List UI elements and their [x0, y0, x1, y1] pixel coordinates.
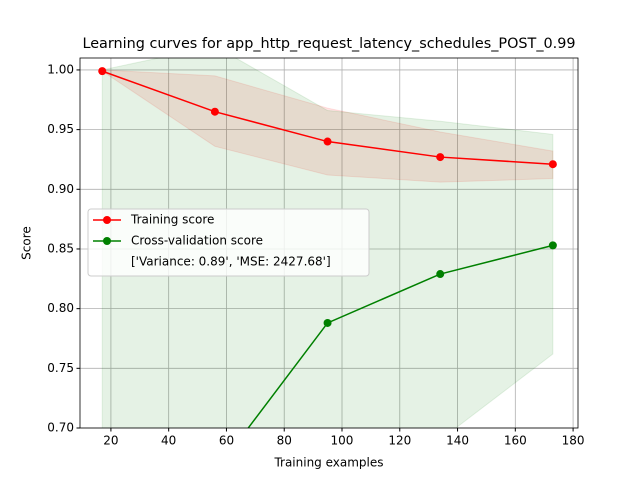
legend-label: Training score [130, 213, 214, 227]
data-point [436, 153, 445, 162]
data-point [323, 137, 332, 146]
y-tick-label: 0.95 [47, 122, 74, 136]
axes: 20 40 60 80 100 120 140 160 180 0.70 0.75 0.80 0.85 0… [47, 62, 584, 447]
y-axis-label: Score [20, 226, 34, 260]
data-point [323, 318, 332, 327]
x-tick-label: 100 [331, 434, 354, 448]
axes-frame [79, 57, 579, 429]
x-tick-label: 40 [161, 434, 176, 448]
legend-marker [103, 216, 111, 224]
x-tick-label: 20 [103, 434, 118, 448]
legend-marker [103, 237, 111, 245]
y-tick-label: 0.70 [47, 421, 74, 435]
data-point [548, 241, 557, 250]
x-tick-label: 120 [388, 434, 411, 448]
legend-box [87, 208, 370, 277]
x-axis-label: Training examples [273, 456, 383, 470]
x-tick-label: 80 [277, 434, 292, 448]
data-point [548, 160, 557, 169]
chart-title: Learning curves for app_http_request_lat… [82, 36, 575, 52]
y-tick-label: 0.75 [47, 361, 74, 375]
x-tick-label: 140 [446, 434, 469, 448]
legend-note: ['Variance: 0.89', 'MSE: 2427.68'] [131, 255, 331, 269]
data-point [98, 67, 107, 76]
y-tick-label: 1.00 [47, 62, 74, 76]
legend: Training score Cross-validation score ['Va… [87, 208, 370, 277]
data-point [436, 270, 445, 279]
x-tick-label: 160 [504, 434, 527, 448]
data-point [210, 107, 219, 116]
x-tick-label: 60 [219, 434, 234, 448]
y-tick-label: 0.90 [47, 182, 74, 196]
legend-label: Cross-validation score [131, 234, 263, 248]
y-tick-label: 0.85 [47, 241, 74, 255]
x-tick-label: 180 [562, 434, 585, 448]
y-tick-label: 0.80 [47, 301, 74, 315]
